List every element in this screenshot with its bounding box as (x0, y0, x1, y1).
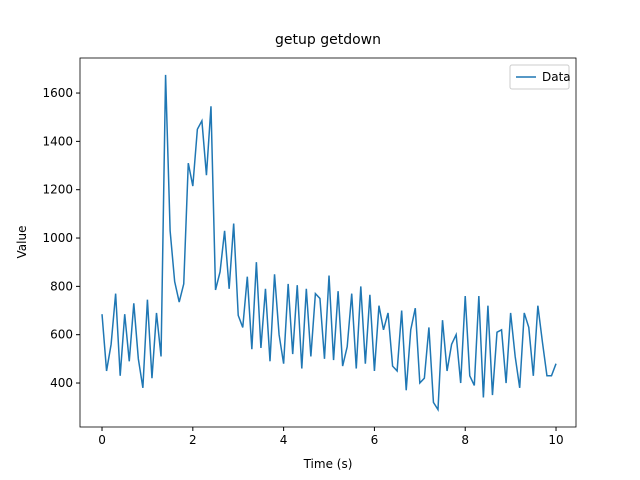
y-tick-label: 1600 (42, 86, 73, 100)
y-tick-label: 1200 (42, 183, 73, 197)
x-tick-label: 8 (461, 433, 469, 447)
x-tick-label: 4 (280, 433, 288, 447)
axes-frame (79, 57, 577, 428)
y-tick-label: 800 (50, 279, 73, 293)
legend-box (509, 64, 570, 90)
y-tick-label: 600 (50, 328, 73, 342)
chart-title: getup getdown (275, 32, 381, 48)
y-tick-label: 1000 (42, 231, 73, 245)
x-axis-label: Time (s) (303, 457, 353, 471)
x-tick-label: 2 (189, 433, 197, 447)
y-tick-label: 1400 (42, 134, 73, 148)
x-tick-label: 10 (548, 433, 563, 447)
data-line (101, 74, 557, 413)
y-axis-label: Value (15, 226, 29, 259)
x-tick-label: 6 (371, 433, 379, 447)
legend-label: Data (542, 70, 571, 84)
x-tick-label: 0 (98, 433, 106, 447)
y-tick-label: 400 (50, 376, 73, 390)
